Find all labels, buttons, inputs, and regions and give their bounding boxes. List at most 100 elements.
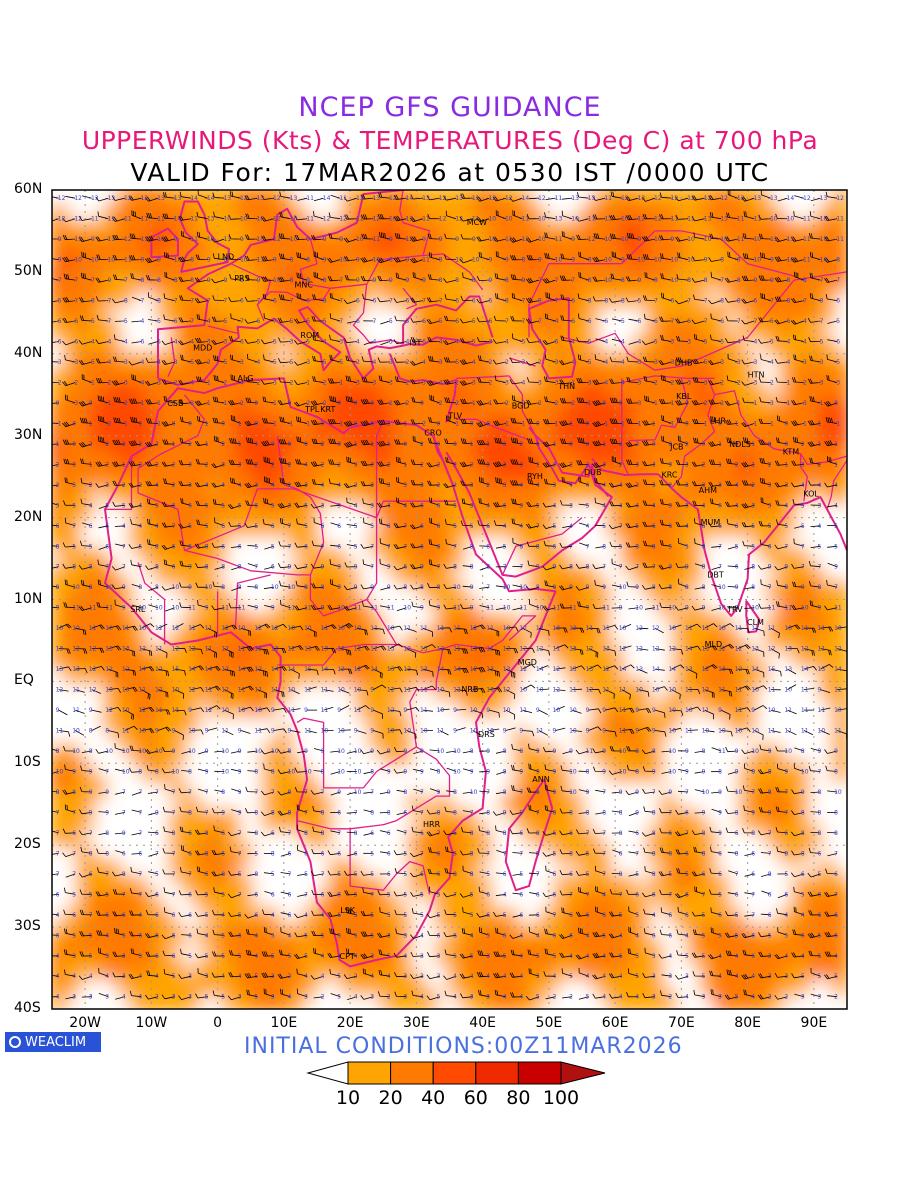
svg-text:5: 5 xyxy=(702,912,706,919)
svg-text:-9: -9 xyxy=(486,257,492,264)
svg-text:4: 4 xyxy=(387,973,391,980)
svg-text:-11: -11 xyxy=(685,216,695,223)
svg-text:11: 11 xyxy=(453,625,461,632)
svg-text:4: 4 xyxy=(56,994,60,1001)
svg-text:8: 8 xyxy=(304,584,308,591)
svg-text:6: 6 xyxy=(486,912,490,919)
svg-text:6: 6 xyxy=(205,871,209,878)
svg-text:8: 8 xyxy=(635,543,639,550)
svg-text:3: 3 xyxy=(486,953,490,960)
svg-text:3: 3 xyxy=(768,502,772,509)
svg-text:-14: -14 xyxy=(188,195,198,202)
svg-text:6: 6 xyxy=(155,830,159,837)
svg-text:3: 3 xyxy=(784,482,788,489)
svg-text:0: 0 xyxy=(188,420,192,427)
svg-text:-3: -3 xyxy=(354,380,360,387)
svg-text:-5: -5 xyxy=(321,359,327,366)
svg-text:3: 3 xyxy=(403,994,407,1001)
svg-text:0: 0 xyxy=(486,420,490,427)
svg-text:9: 9 xyxy=(553,789,557,796)
svg-text:-7: -7 xyxy=(105,318,111,325)
svg-text:-2: -2 xyxy=(403,359,409,366)
svg-text:10: 10 xyxy=(834,625,842,632)
svg-text:-7: -7 xyxy=(337,277,343,284)
svg-text:-11: -11 xyxy=(105,216,115,223)
svg-text:8: 8 xyxy=(652,584,656,591)
svg-text:7: 7 xyxy=(735,871,739,878)
svg-text:8: 8 xyxy=(403,789,407,796)
svg-text:-7: -7 xyxy=(387,298,393,305)
svg-text:0: 0 xyxy=(271,441,275,448)
svg-text:14: 14 xyxy=(536,666,544,673)
svg-text:2: 2 xyxy=(437,461,441,468)
svg-text:11: 11 xyxy=(72,605,80,612)
svg-text:8: 8 xyxy=(453,809,457,816)
svg-text:11: 11 xyxy=(387,605,395,612)
svg-text:-13: -13 xyxy=(370,195,380,202)
temperature-labels: -12 -12 -13 -13 -12 -12 -13 -13 -14 -14 -13 -12 -13-… xyxy=(56,195,844,1001)
svg-text:6: 6 xyxy=(519,891,523,898)
svg-text:6: 6 xyxy=(188,891,192,898)
svg-text:8: 8 xyxy=(635,769,639,776)
svg-text:10: 10 xyxy=(751,748,759,755)
svg-text:9: 9 xyxy=(586,707,590,714)
svg-text:-5: -5 xyxy=(288,318,294,325)
svg-text:-9: -9 xyxy=(254,277,260,284)
svg-text:8: 8 xyxy=(735,850,739,857)
svg-text:8: 8 xyxy=(72,564,76,571)
svg-text:8: 8 xyxy=(370,769,374,776)
svg-text:5: 5 xyxy=(370,523,374,530)
svg-text:-7: -7 xyxy=(420,298,426,305)
svg-text:-4: -4 xyxy=(602,339,608,346)
svg-text:9: 9 xyxy=(486,707,490,714)
svg-text:9: 9 xyxy=(304,707,308,714)
svg-text:-6: -6 xyxy=(635,318,641,325)
svg-text:10: 10 xyxy=(188,728,196,735)
svg-text:-9: -9 xyxy=(321,236,327,243)
svg-text:5: 5 xyxy=(685,871,689,878)
svg-text:6: 6 xyxy=(337,543,341,550)
svg-text:8: 8 xyxy=(205,850,209,857)
svg-text:5: 5 xyxy=(553,523,557,530)
svg-text:4: 4 xyxy=(635,932,639,939)
station-label: RYH xyxy=(527,472,543,481)
svg-text:7: 7 xyxy=(652,789,656,796)
svg-text:3: 3 xyxy=(72,461,76,468)
svg-text:-2: -2 xyxy=(718,400,724,407)
svg-text:5: 5 xyxy=(370,871,374,878)
svg-text:-4: -4 xyxy=(122,339,128,346)
svg-text:5: 5 xyxy=(453,850,457,857)
svg-text:-6: -6 xyxy=(370,298,376,305)
svg-text:0: 0 xyxy=(354,420,358,427)
svg-text:15: 15 xyxy=(304,666,312,673)
svg-text:6: 6 xyxy=(321,891,325,898)
svg-text:-13: -13 xyxy=(205,216,215,223)
svg-text:5: 5 xyxy=(155,502,159,509)
svg-text:5: 5 xyxy=(818,932,822,939)
station-label: KRT xyxy=(320,405,335,414)
svg-text:0: 0 xyxy=(834,400,838,407)
svg-text:-2: -2 xyxy=(403,380,409,387)
svg-text:12: 12 xyxy=(205,707,213,714)
svg-text:8: 8 xyxy=(503,830,507,837)
svg-text:2: 2 xyxy=(288,973,292,980)
svg-text:6: 6 xyxy=(89,523,93,530)
svg-text:-3: -3 xyxy=(801,400,807,407)
svg-text:1: 1 xyxy=(834,441,838,448)
svg-text:4: 4 xyxy=(569,953,573,960)
svg-text:8: 8 xyxy=(652,748,656,755)
svg-text:-8: -8 xyxy=(155,298,161,305)
svg-text:6: 6 xyxy=(172,932,176,939)
svg-text:-10: -10 xyxy=(619,236,629,243)
svg-text:11: 11 xyxy=(89,625,97,632)
svg-text:0: 0 xyxy=(685,420,689,427)
svg-text:1: 1 xyxy=(387,441,391,448)
svg-text:-2: -2 xyxy=(569,400,575,407)
svg-text:4: 4 xyxy=(254,932,258,939)
svg-text:6: 6 xyxy=(271,830,275,837)
svg-text:9: 9 xyxy=(370,748,374,755)
svg-text:4: 4 xyxy=(503,523,507,530)
svg-text:-10: -10 xyxy=(818,216,828,223)
svg-text:-5: -5 xyxy=(768,339,774,346)
svg-text:10: 10 xyxy=(56,625,64,632)
